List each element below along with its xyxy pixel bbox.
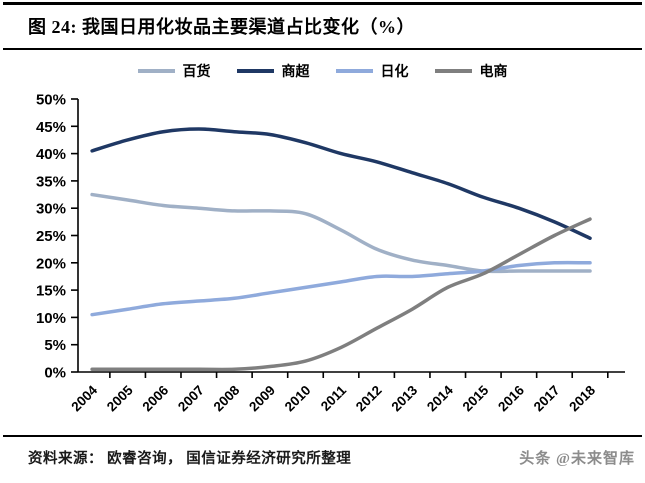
x-category-label: 2004 [68,382,100,414]
legend-item-baihuo: 百货 [137,61,211,81]
legend-item-shangchao: 商超 [236,61,310,81]
legend-swatch-dianshang [434,69,472,73]
legend-label-shangchao: 商超 [281,65,310,80]
x-category-label: 2014 [424,382,456,414]
series-line-商超 [90,127,592,240]
x-category-label: 2010 [282,383,314,415]
x-category-label: 2015 [460,382,492,414]
chart-header: 图 24: 我国日用化妆品主要渠道占比变化（%） [0,5,645,45]
source-note: 资料来源： 欧睿咨询， 国信证券经济研究所整理 [28,451,352,467]
y-tick-label: 25% [36,228,66,245]
x-category-label: 2005 [104,382,136,414]
legend-item-dianshang: 电商 [434,61,508,81]
x-category-label: 2009 [246,383,278,415]
line-chart: 0%5%10%15%20%25%30%35%40%45%50%2004 2005 2… [36,92,625,415]
title-divider-rule [3,48,642,50]
top-border-rule [3,2,642,5]
y-tick-label: 5% [44,337,66,354]
legend-swatch-rihua [335,69,373,73]
x-category-label: 2008 [211,382,243,414]
y-tick-label: 0% [44,365,66,382]
legend-item-rihua: 日化 [335,61,409,81]
x-category-label: 2018 [566,382,598,414]
legend-label-dianshang: 电商 [479,65,508,80]
legend-swatch-baihuo [137,69,175,73]
x-category-label: 2006 [140,382,172,414]
y-tick-label: 20% [36,255,66,272]
legend-swatch-shangchao [236,69,274,73]
x-category-label: 2011 [318,382,350,414]
series-line-百货 [90,192,592,274]
y-tick-label: 45% [36,119,66,136]
y-tick-label: 10% [36,310,66,327]
y-tick-label: 50% [36,92,66,109]
x-category-label: 2012 [353,383,385,415]
chart-title: 图 24: 我国日用化妆品主要渠道占比变化（%） [28,17,415,37]
y-tick-label: 30% [36,201,66,218]
chart-footer: 资料来源： 欧睿咨询， 国信证券经济研究所整理 头条 @未来智库 [0,437,645,468]
legend-label-rihua: 日化 [380,65,409,80]
x-category-label: 2016 [495,382,527,414]
footer-divider-rule [3,435,642,437]
series-line-日化 [90,260,592,317]
legend-label-baihuo: 百货 [182,65,211,80]
y-tick-label: 35% [36,173,66,190]
series-line-电商 [90,217,592,372]
y-tick-label: 40% [36,146,66,163]
watermark-text: 头条 @未来智库 [519,451,635,467]
x-category-label: 2007 [175,383,207,415]
x-category-label: 2013 [388,382,420,414]
y-tick-label: 15% [36,283,66,300]
x-category-label: 2017 [531,383,563,415]
chart-legend: 百货 商超 日化 电商 [0,61,645,81]
